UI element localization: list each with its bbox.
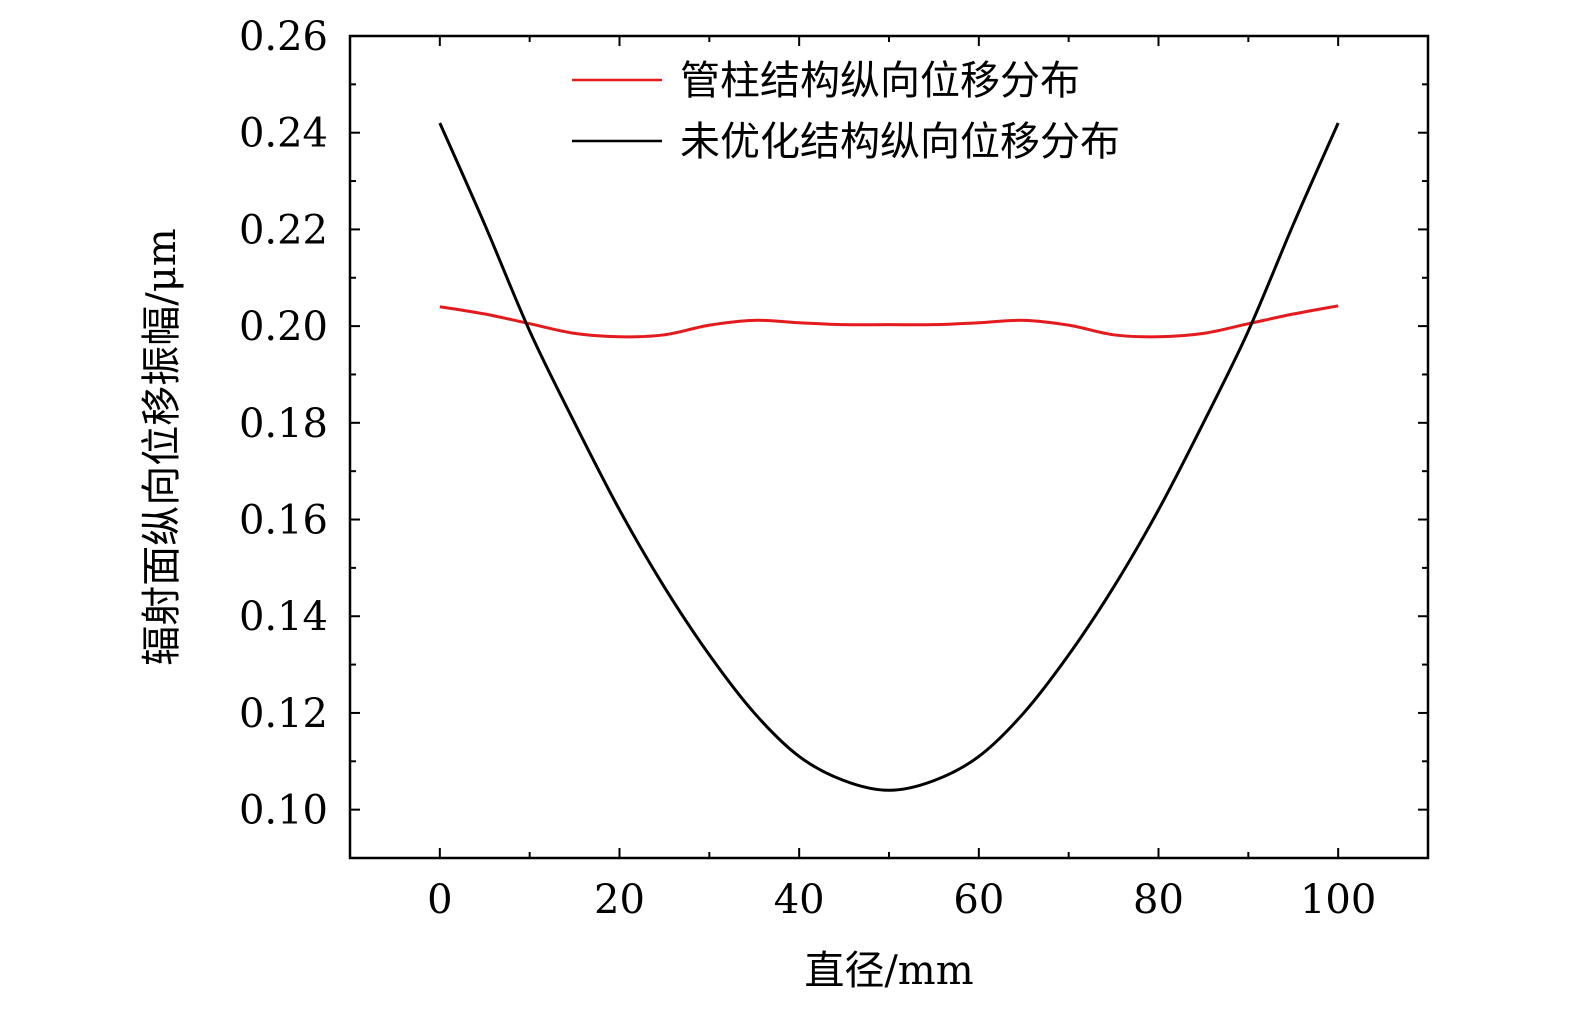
x-tick-label: 0: [427, 877, 452, 923]
x-tick-label: 100: [1300, 877, 1376, 923]
y-tick-label: 0.20: [239, 304, 328, 350]
legend-label-series-1: 管柱结构纵向位移分布: [680, 58, 1080, 104]
series-layer: [438, 122, 1340, 792]
ticks-layer: [350, 35, 1428, 858]
series-2-line: [438, 122, 1340, 792]
y-tick-label: 0.16: [239, 498, 328, 544]
y-tick-label: 0.22: [239, 207, 328, 253]
y-tick-label: 0.26: [239, 14, 328, 60]
y-tick-label: 0.12: [239, 691, 328, 737]
legend: 管柱结构纵向位移分布 未优化结构纵向位移分布: [572, 58, 1120, 165]
series-1-line: [439, 304, 1339, 339]
y-tick-label: 0.14: [239, 594, 328, 640]
y-tick-label: 0.24: [239, 111, 328, 157]
x-tick-label: 80: [1133, 877, 1184, 923]
tick-labels-layer: 0 20 40 60 80 100 0.10 0.12 0.14 0.16 0.18 0.20 0.22…: [239, 14, 1376, 923]
y-axis-title: 辐射面纵向位移振幅/μm: [139, 228, 185, 665]
y-tick-label: 0.18: [239, 401, 328, 447]
x-tick-label: 20: [594, 877, 645, 923]
legend-label-series-2: 未优化结构纵向位移分布: [680, 119, 1120, 165]
x-tick-label: 40: [774, 877, 825, 923]
y-tick-label: 0.10: [239, 788, 328, 834]
x-axis-title: 直径/mm: [804, 948, 973, 994]
x-tick-label: 60: [953, 877, 1004, 923]
